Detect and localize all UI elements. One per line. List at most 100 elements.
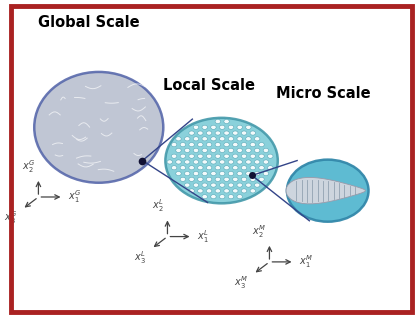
- Circle shape: [237, 171, 242, 176]
- Circle shape: [233, 166, 238, 170]
- Circle shape: [220, 137, 225, 141]
- Circle shape: [206, 166, 212, 170]
- Circle shape: [184, 171, 190, 176]
- Circle shape: [233, 154, 238, 158]
- Text: $x_3^{G}$: $x_3^{G}$: [4, 209, 17, 226]
- Circle shape: [250, 177, 255, 181]
- Circle shape: [180, 154, 186, 158]
- Circle shape: [259, 154, 264, 158]
- Circle shape: [171, 142, 177, 147]
- Circle shape: [184, 148, 190, 152]
- Circle shape: [215, 142, 220, 147]
- Circle shape: [202, 195, 207, 199]
- Circle shape: [193, 183, 199, 187]
- Circle shape: [206, 189, 212, 193]
- Circle shape: [198, 166, 203, 170]
- Circle shape: [202, 148, 207, 152]
- Circle shape: [224, 120, 229, 123]
- Circle shape: [233, 142, 238, 147]
- Text: Micro Scale: Micro Scale: [276, 86, 370, 101]
- Text: $x_1^{M}$: $x_1^{M}$: [299, 253, 314, 270]
- Circle shape: [233, 189, 238, 193]
- Circle shape: [220, 160, 225, 164]
- Circle shape: [211, 160, 216, 164]
- Circle shape: [224, 142, 229, 147]
- Circle shape: [211, 137, 216, 141]
- Circle shape: [167, 160, 173, 164]
- Circle shape: [202, 171, 207, 176]
- Circle shape: [237, 160, 242, 164]
- Circle shape: [224, 166, 229, 170]
- Circle shape: [206, 131, 212, 135]
- Circle shape: [237, 137, 242, 141]
- Circle shape: [193, 171, 199, 176]
- Circle shape: [215, 120, 220, 123]
- Circle shape: [193, 160, 199, 164]
- Circle shape: [255, 137, 260, 141]
- Circle shape: [176, 171, 181, 176]
- Text: $x_2^{M}$: $x_2^{M}$: [252, 223, 266, 240]
- Circle shape: [228, 137, 234, 141]
- Circle shape: [241, 131, 247, 135]
- Circle shape: [184, 183, 190, 187]
- Circle shape: [202, 160, 207, 164]
- Circle shape: [237, 195, 242, 199]
- Text: $x_1^{G}$: $x_1^{G}$: [68, 189, 82, 205]
- Circle shape: [220, 183, 225, 187]
- Circle shape: [224, 131, 229, 135]
- Circle shape: [193, 137, 199, 141]
- Circle shape: [198, 154, 203, 158]
- Circle shape: [198, 131, 203, 135]
- Circle shape: [220, 148, 225, 152]
- Circle shape: [202, 125, 207, 129]
- Circle shape: [268, 154, 273, 158]
- Circle shape: [180, 142, 186, 147]
- Circle shape: [233, 131, 238, 135]
- Text: $x_3^{M}$: $x_3^{M}$: [234, 274, 248, 291]
- Circle shape: [268, 166, 273, 170]
- Circle shape: [250, 142, 255, 147]
- Circle shape: [215, 166, 220, 170]
- Circle shape: [246, 160, 251, 164]
- Circle shape: [198, 177, 203, 181]
- Text: $x_2^{G}$: $x_2^{G}$: [22, 158, 35, 175]
- Circle shape: [211, 183, 216, 187]
- Circle shape: [198, 142, 203, 147]
- Circle shape: [211, 195, 216, 199]
- Circle shape: [228, 148, 234, 152]
- Circle shape: [176, 137, 181, 141]
- Circle shape: [246, 148, 251, 152]
- Circle shape: [202, 183, 207, 187]
- Circle shape: [189, 131, 194, 135]
- Circle shape: [241, 154, 247, 158]
- Circle shape: [224, 154, 229, 158]
- Circle shape: [189, 166, 194, 170]
- Circle shape: [246, 137, 251, 141]
- Circle shape: [255, 148, 260, 152]
- Circle shape: [198, 189, 203, 193]
- Circle shape: [180, 166, 186, 170]
- Circle shape: [224, 189, 229, 193]
- Circle shape: [237, 183, 242, 187]
- Circle shape: [215, 154, 220, 158]
- Circle shape: [250, 189, 255, 193]
- Circle shape: [189, 177, 194, 181]
- Circle shape: [228, 160, 234, 164]
- Circle shape: [246, 125, 251, 129]
- Circle shape: [241, 189, 247, 193]
- Circle shape: [263, 171, 269, 176]
- Circle shape: [180, 177, 186, 181]
- Circle shape: [250, 154, 255, 158]
- Circle shape: [259, 166, 264, 170]
- Circle shape: [263, 148, 269, 152]
- Circle shape: [215, 131, 220, 135]
- Circle shape: [255, 183, 260, 187]
- Circle shape: [215, 177, 220, 181]
- Circle shape: [259, 142, 264, 147]
- Circle shape: [171, 166, 177, 170]
- Circle shape: [263, 160, 269, 164]
- Circle shape: [259, 177, 264, 181]
- Circle shape: [220, 195, 225, 199]
- Circle shape: [228, 125, 234, 129]
- Circle shape: [189, 189, 194, 193]
